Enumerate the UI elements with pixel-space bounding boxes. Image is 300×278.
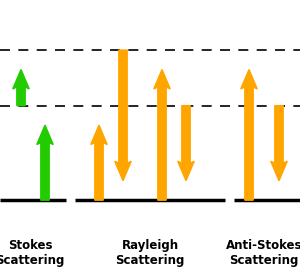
FancyArrow shape: [154, 70, 170, 200]
Text: Stokes
Scattering: Stokes Scattering: [0, 239, 65, 267]
FancyArrow shape: [13, 70, 29, 106]
Text: Rayleigh
Scattering: Rayleigh Scattering: [115, 239, 185, 267]
Text: Anti-Stokes
Scattering: Anti-Stokes Scattering: [226, 239, 300, 267]
FancyArrow shape: [115, 50, 131, 181]
FancyArrow shape: [271, 106, 287, 181]
FancyArrow shape: [241, 70, 257, 200]
FancyArrow shape: [91, 125, 107, 200]
FancyArrow shape: [37, 125, 53, 200]
FancyArrow shape: [178, 106, 194, 181]
